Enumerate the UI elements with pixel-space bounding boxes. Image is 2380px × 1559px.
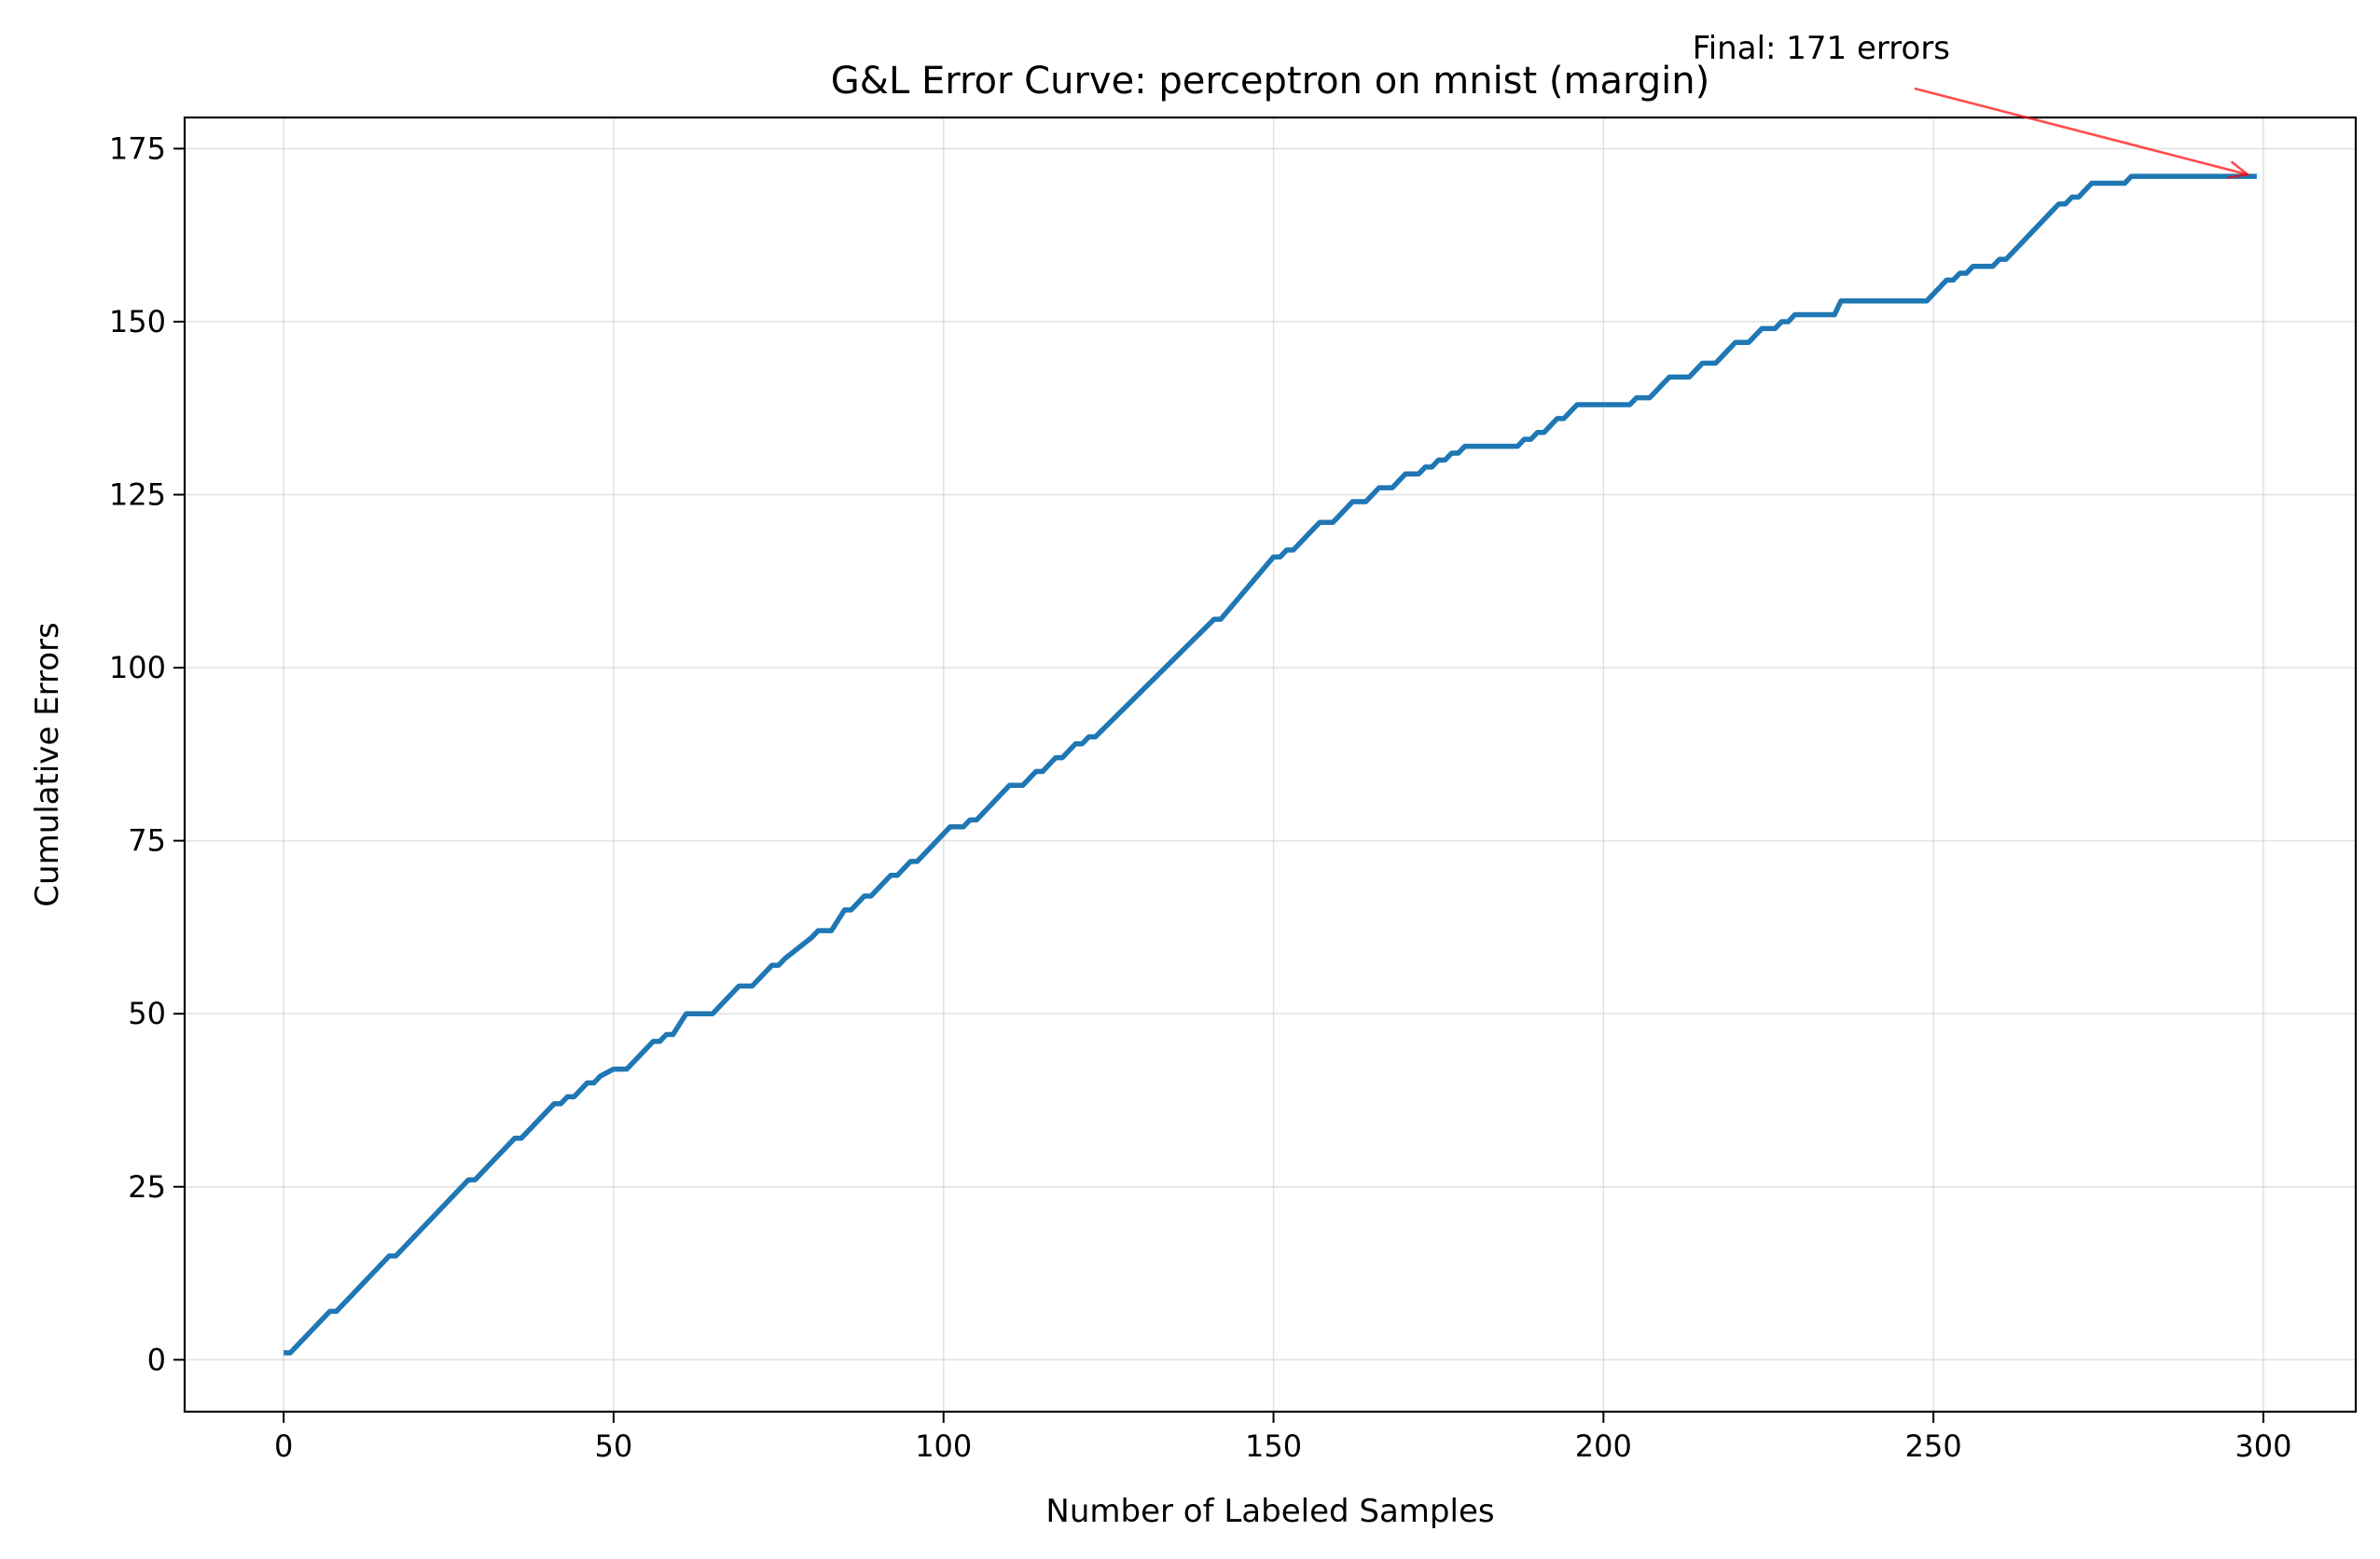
x-tick-label: 0 (274, 1428, 293, 1464)
x-axis-label: Number of Labeled Samples (1045, 1493, 1494, 1530)
y-tick-label: 75 (128, 823, 166, 859)
x-tick-label: 300 (2235, 1428, 2291, 1464)
x-tick-label: 100 (915, 1428, 972, 1464)
y-tick-label: 50 (128, 996, 166, 1031)
x-tick-label: 250 (1905, 1428, 1962, 1464)
annotation-arrow-head (2226, 160, 2250, 180)
cumulative-errors-line (284, 173, 2257, 1356)
y-tick-label: 0 (147, 1342, 166, 1377)
y-axis-label: Cumulative Errors (29, 622, 66, 906)
plot-frame (183, 116, 2358, 1414)
annotation-text: Final: 171 errors (1693, 30, 1950, 67)
grid-lines (185, 117, 2356, 1412)
y-tick-label: 100 (109, 650, 166, 685)
x-tick-label: 50 (595, 1428, 633, 1464)
x-tick-label: 200 (1575, 1428, 1632, 1464)
axis-ticks: 0 50 100 150 200 250 300 0 25 50 75 100 125 150 175 (109, 131, 2292, 1464)
y-tick-label: 150 (109, 304, 166, 339)
series-line-layer (284, 173, 2257, 1356)
annotation-layer: Final: 171 errors (1693, 30, 2250, 180)
annotation-arrow (1914, 87, 2249, 176)
chart-title: G&L Error Curve: perceptron on mnist (ma… (831, 60, 1709, 103)
y-tick-label: 25 (128, 1169, 166, 1205)
y-tick-label: 175 (109, 131, 166, 166)
x-tick-label: 150 (1245, 1428, 1302, 1464)
y-tick-label: 125 (109, 477, 166, 513)
